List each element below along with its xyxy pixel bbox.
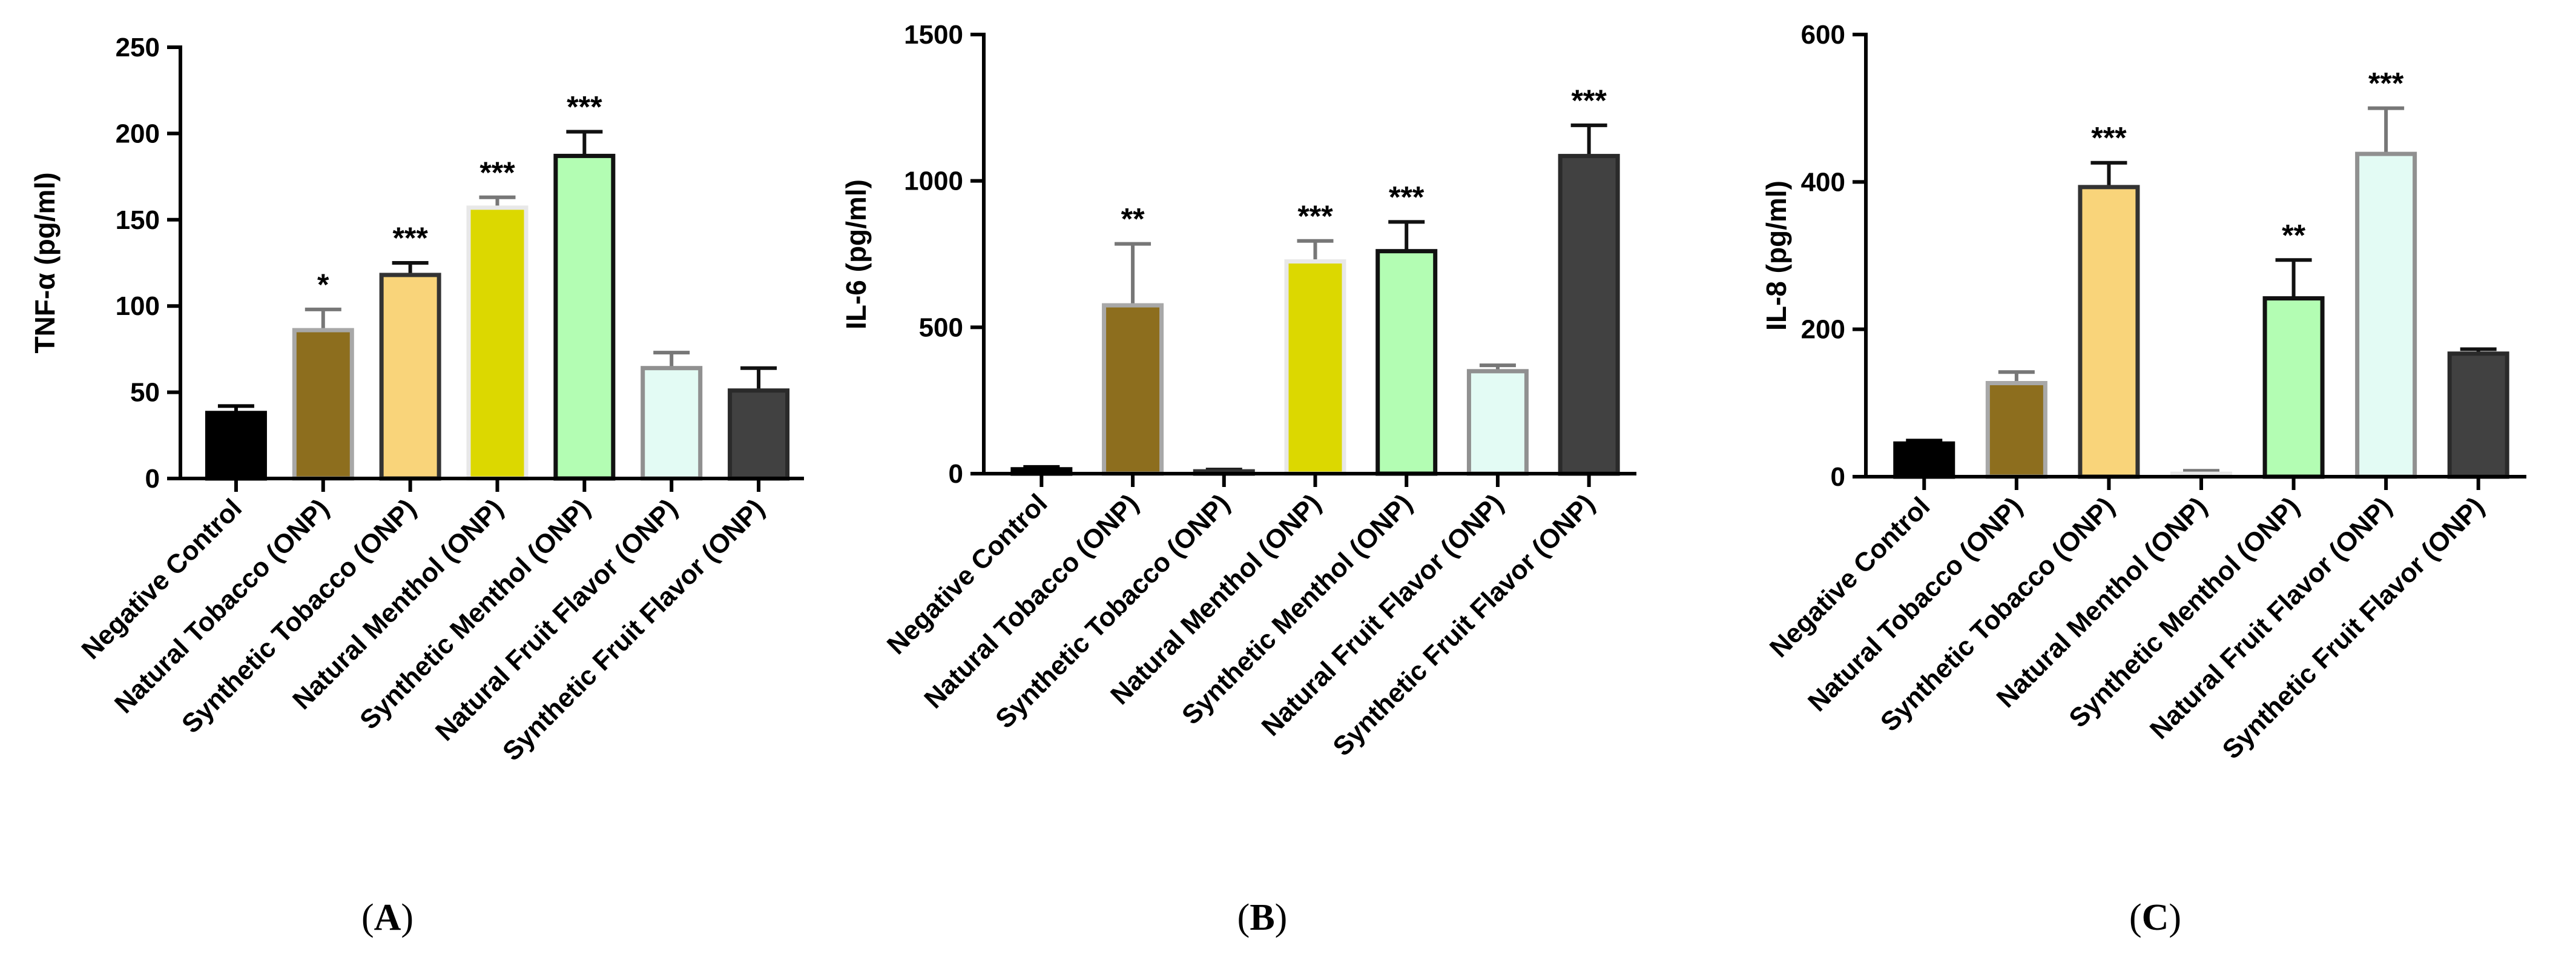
bar — [1466, 369, 1529, 476]
bar — [2355, 151, 2417, 479]
y-axis-title: IL-6 (pg/ml) — [840, 179, 872, 329]
bar — [1985, 380, 2047, 479]
significance-label: *** — [392, 221, 428, 255]
y-tick-label: 250 — [116, 33, 160, 62]
y-tick-label: 0 — [1831, 462, 1845, 492]
y-tick-label: 400 — [1801, 167, 1845, 197]
panel-label: (B) — [1237, 897, 1288, 938]
bar — [292, 328, 354, 481]
y-tick-label: 50 — [130, 378, 160, 408]
y-axis-title: IL-8 (pg/ml) — [1761, 180, 1792, 331]
panel-label: (C) — [2129, 897, 2181, 938]
y-tick-label: 0 — [949, 459, 963, 489]
panel-label: (A) — [361, 897, 413, 938]
x-tick-label: Negative Control — [1764, 491, 1936, 663]
bar — [1375, 249, 1438, 476]
y-tick-label: 1000 — [904, 167, 963, 196]
significance-label: *** — [567, 90, 602, 124]
y-tick-label: 100 — [116, 291, 160, 321]
bar — [728, 388, 790, 481]
bar — [2078, 185, 2140, 479]
x-tick-label: Negative Control — [881, 488, 1053, 660]
significance-label: ** — [2282, 218, 2305, 252]
significance-label: *** — [2091, 121, 2127, 155]
bar — [205, 411, 267, 481]
significance-label: *** — [479, 156, 515, 190]
bar — [2447, 351, 2509, 479]
y-tick-label: 200 — [116, 119, 160, 148]
bar — [466, 205, 529, 481]
significance-label: *** — [2368, 67, 2404, 101]
y-tick-label: 600 — [1801, 20, 1845, 50]
x-tick-label: Negative Control — [76, 493, 248, 665]
significance-label: *** — [1571, 84, 1607, 118]
bar — [1284, 259, 1346, 476]
y-axis-title: TNF-α (pg/ml) — [29, 172, 61, 353]
y-tick-label: 500 — [919, 313, 963, 342]
y-tick-label: 150 — [116, 205, 160, 235]
bar — [2262, 296, 2325, 479]
bar — [1893, 441, 1955, 479]
significance-label: ** — [1121, 202, 1145, 236]
significance-label: * — [317, 268, 329, 302]
bar — [1102, 303, 1164, 476]
y-tick-label: 0 — [145, 464, 160, 494]
significance-label: *** — [1297, 199, 1333, 233]
y-tick-label: 200 — [1801, 315, 1845, 345]
bar — [553, 153, 616, 481]
bar — [641, 366, 703, 481]
bar — [379, 273, 441, 481]
bar — [1558, 154, 1620, 476]
significance-label: *** — [1389, 180, 1425, 214]
y-tick-label: 1500 — [904, 20, 963, 50]
